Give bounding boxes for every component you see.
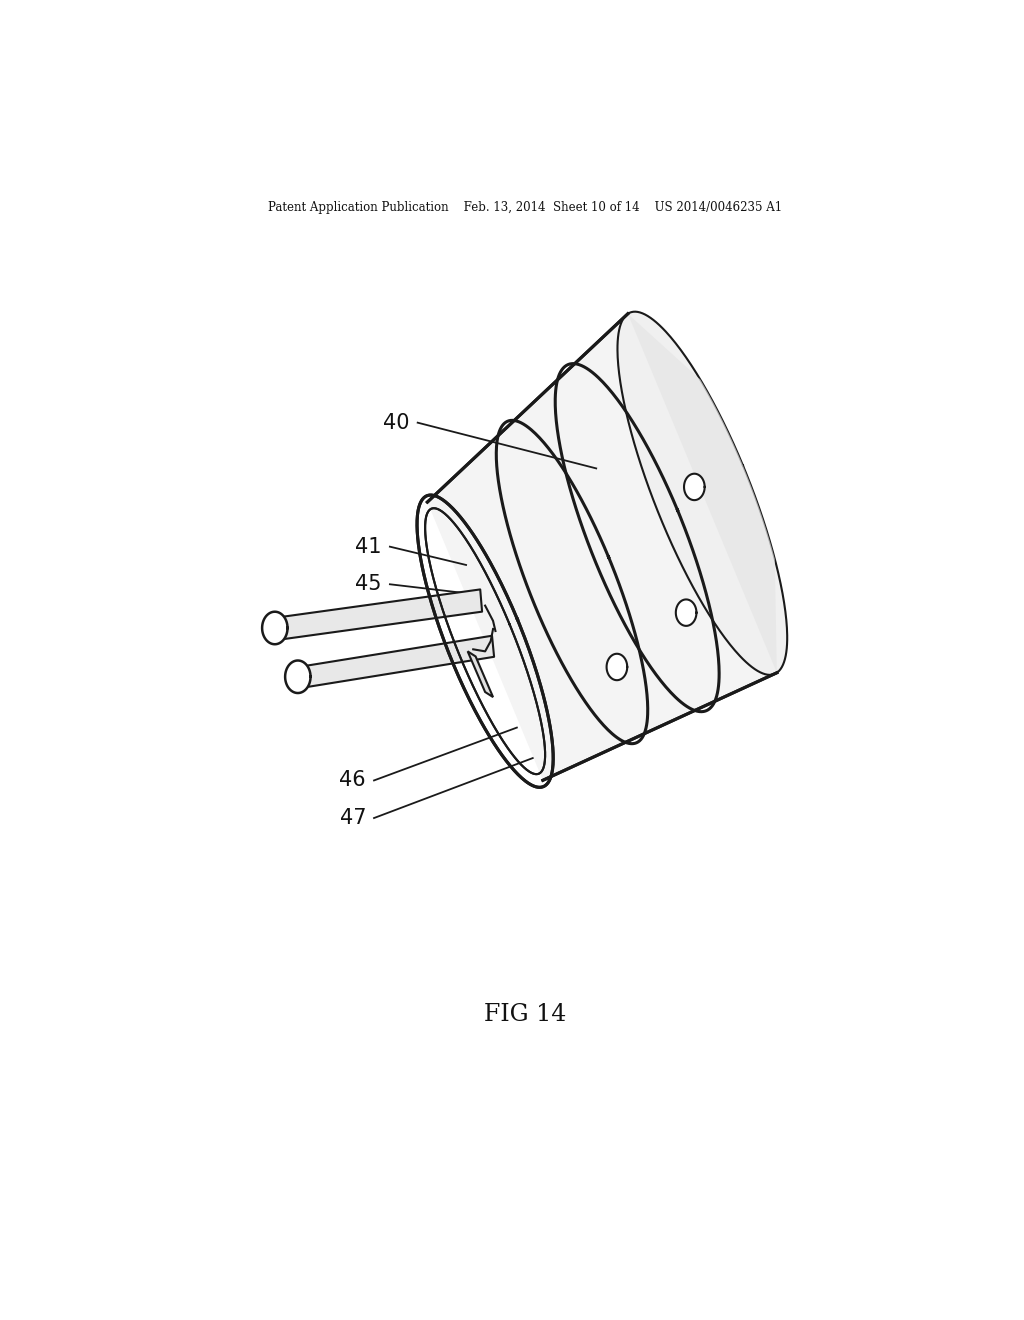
Polygon shape — [468, 651, 494, 697]
Polygon shape — [606, 653, 628, 680]
Polygon shape — [676, 599, 696, 626]
Polygon shape — [285, 660, 310, 693]
Polygon shape — [617, 312, 787, 675]
Polygon shape — [262, 611, 288, 644]
Text: 40: 40 — [383, 413, 410, 433]
Text: 46: 46 — [339, 771, 367, 791]
Text: 41: 41 — [355, 537, 382, 557]
Polygon shape — [628, 314, 777, 673]
Polygon shape — [427, 312, 787, 780]
Text: FIG 14: FIG 14 — [483, 1003, 566, 1026]
Polygon shape — [684, 474, 705, 500]
Polygon shape — [282, 590, 482, 639]
Polygon shape — [303, 636, 495, 688]
Text: 47: 47 — [340, 808, 367, 828]
Text: 45: 45 — [355, 574, 382, 594]
Text: Patent Application Publication    Feb. 13, 2014  Sheet 10 of 14    US 2014/00462: Patent Application Publication Feb. 13, … — [267, 201, 782, 214]
